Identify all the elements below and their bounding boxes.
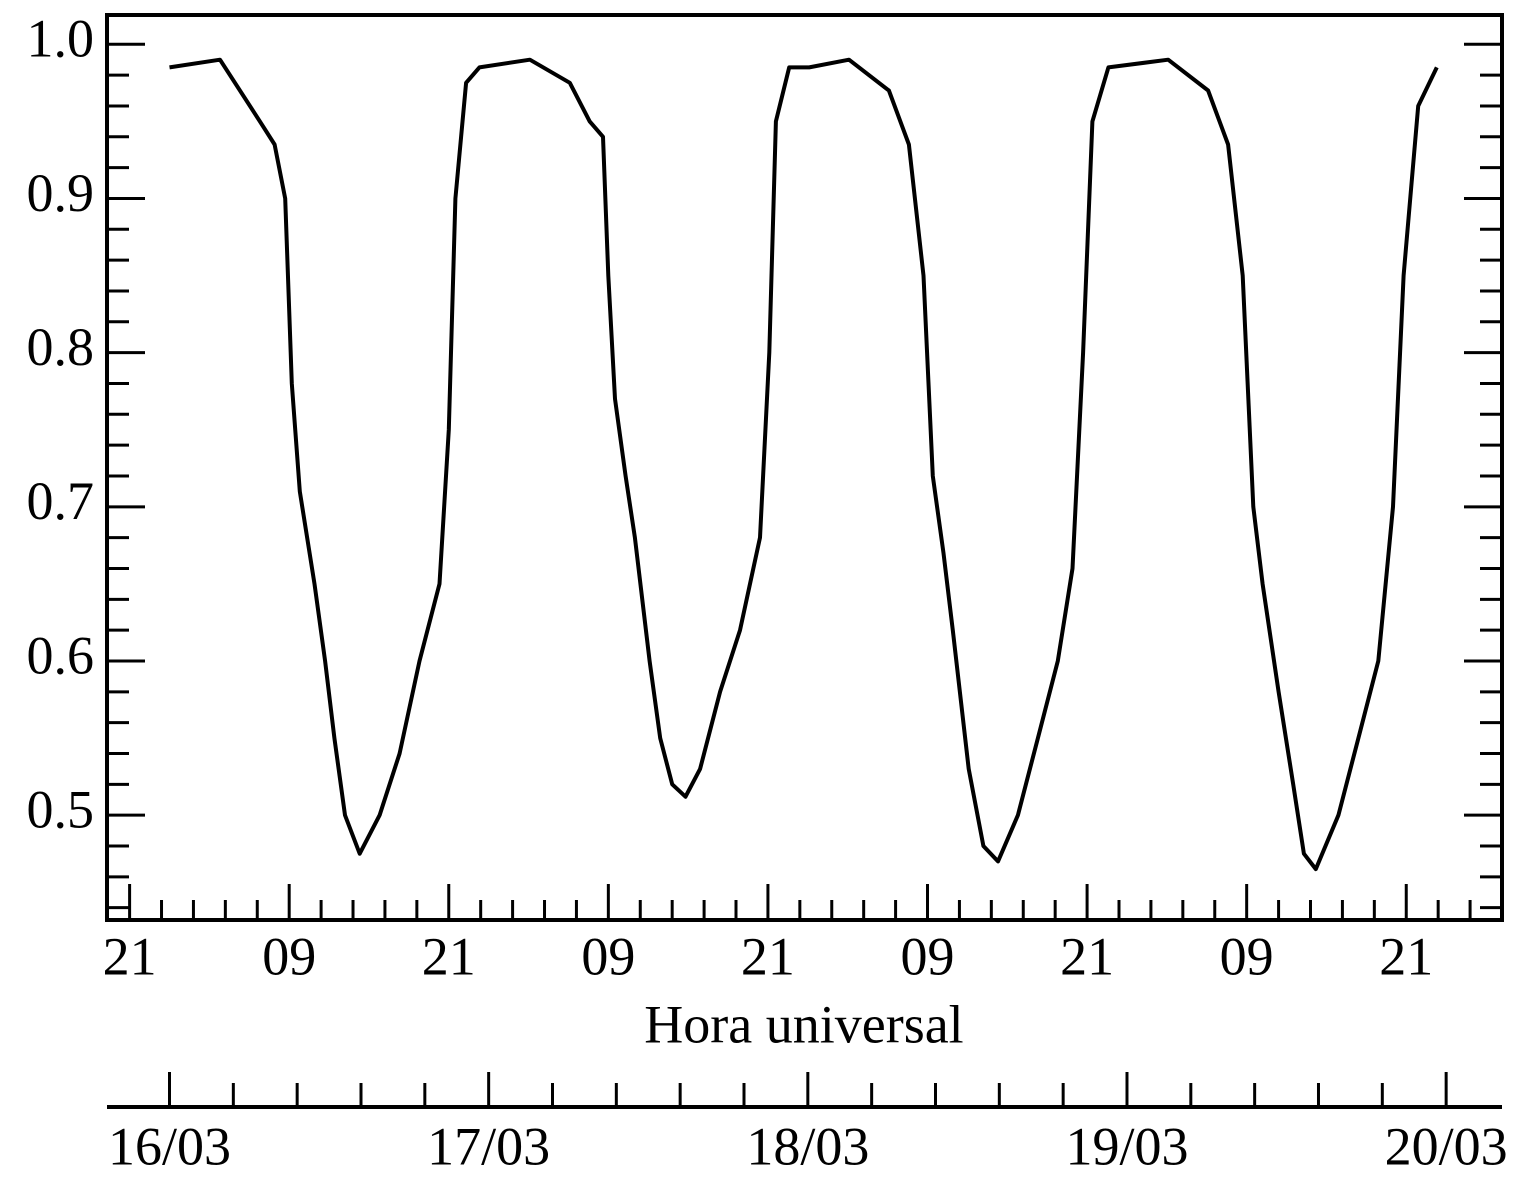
y-tick-label: 1.0 <box>27 9 95 69</box>
x-tick-label: 21 <box>422 926 476 986</box>
x-tick-label: 21 <box>1379 926 1433 986</box>
date-tick-label: 16/03 <box>108 1116 231 1176</box>
date-tick-label: 19/03 <box>1065 1116 1188 1176</box>
date-tick-label: 17/03 <box>427 1116 550 1176</box>
y-tick-label: 0.7 <box>27 471 95 531</box>
y-tick-label: 0.5 <box>27 780 95 840</box>
x-tick-label: 09 <box>262 926 316 986</box>
y-tick-label: 0.9 <box>27 163 95 223</box>
x-tick-label: 09 <box>1220 926 1274 986</box>
x-tick-label: 21 <box>103 926 157 986</box>
date-tick-label: 18/03 <box>746 1116 869 1176</box>
x-tick-label: 09 <box>901 926 955 986</box>
x-axis-label: Hora universal <box>644 994 963 1054</box>
plot-frame <box>105 13 1504 922</box>
data-line <box>169 57 1439 872</box>
x-tick-label: 21 <box>741 926 795 986</box>
x-tick-label: 09 <box>581 926 635 986</box>
x-tick-label: 21 <box>1060 926 1114 986</box>
y-tick-label: 0.8 <box>27 317 95 377</box>
y-tick-label: 0.6 <box>27 625 95 685</box>
date-tick-label: 20/03 <box>1385 1116 1508 1176</box>
